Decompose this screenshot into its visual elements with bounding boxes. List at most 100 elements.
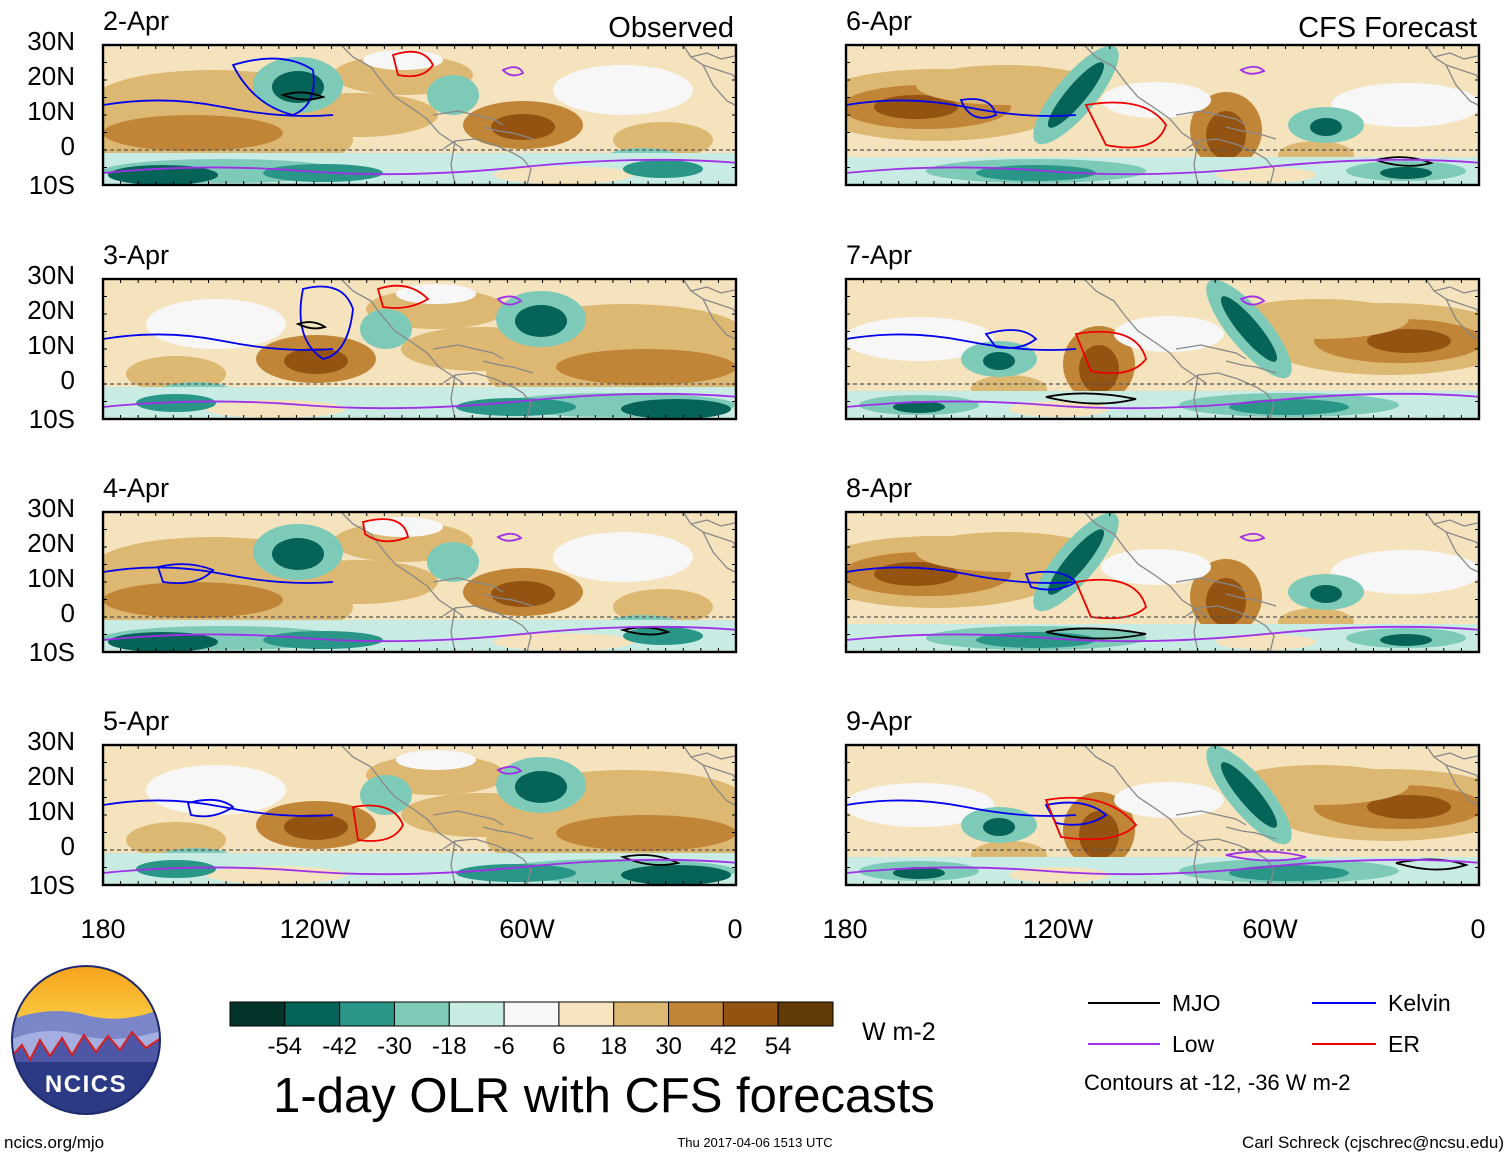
er-contour xyxy=(1044,796,1138,841)
colorbar-swatch xyxy=(668,1001,724,1027)
low-contour xyxy=(496,532,523,542)
colorbar-tick-label: -18 xyxy=(432,1033,467,1060)
legend-label-kelvin: Kelvin xyxy=(1388,990,1451,1016)
lat-label: 30N xyxy=(27,493,75,523)
colorbar-units: W m-2 xyxy=(862,1018,936,1046)
colorbar-swatch xyxy=(339,1001,395,1027)
panel-date-label: 4-Apr xyxy=(103,473,169,503)
lat-label: 10S xyxy=(29,404,75,434)
colorbar: -54 -42 -30 -18 -6 6 18 30 42 54 xyxy=(229,1001,834,1060)
low-contour xyxy=(496,295,523,306)
low-contour-south xyxy=(846,625,1479,643)
lat-label: 20N xyxy=(27,528,75,558)
kelvin-contour-north xyxy=(103,566,334,584)
kelvin-contour xyxy=(299,285,354,360)
lat-label: 10N xyxy=(27,563,75,593)
er-contour xyxy=(1084,101,1167,149)
lat-label: 0 xyxy=(61,131,75,161)
colorbar-tick-label: 18 xyxy=(600,1033,627,1060)
colorbar-swatch xyxy=(229,1001,286,1027)
lon-label-180: 180 xyxy=(80,914,125,944)
kelvin-contour-north xyxy=(846,99,1077,117)
colorbar-swatch xyxy=(448,1001,505,1027)
er-contour xyxy=(361,518,410,543)
panel-8-apr: 8-Apr xyxy=(844,473,1481,654)
legend-note: Contours at -12, -36 W m-2 xyxy=(1084,1070,1351,1095)
kelvin-contour-north xyxy=(846,333,1077,351)
panel-date-label: 7-Apr xyxy=(846,240,912,270)
low-contour xyxy=(1239,532,1266,542)
low-contour-south xyxy=(103,625,736,643)
lon-label-60w-right: 60W xyxy=(1242,914,1298,944)
panel-date-label: 6-Apr xyxy=(846,6,912,36)
low-contour xyxy=(1239,295,1266,306)
colorbar-swatch xyxy=(503,1001,560,1027)
panel-date-label: 3-Apr xyxy=(103,240,169,270)
kelvin-contour-north xyxy=(103,333,334,351)
lon-axis-right: 180 120W 60W 0 xyxy=(822,914,1485,944)
colorbar-swatch xyxy=(284,1001,341,1027)
lat-label: 10S xyxy=(29,637,75,667)
lat-label: 30N xyxy=(27,26,75,56)
lat-label: 20N xyxy=(27,295,75,325)
er-contour xyxy=(1074,578,1148,620)
panel-grid: 2-Apr Observed 30N 20N 10N 0 10S 3-Apr 30N 20N 10N… xyxy=(27,6,1481,900)
panel-5-apr: 5-Apr 30N 20N 10N 0 10S xyxy=(27,706,738,900)
colorbar-tick-label: 30 xyxy=(655,1033,682,1060)
lat-label: 30N xyxy=(27,726,75,756)
low-contour xyxy=(1225,850,1307,862)
kelvin-contour xyxy=(186,798,235,818)
legend-label-mjo: MJO xyxy=(1172,990,1221,1016)
colorbar-tick-label: -30 xyxy=(377,1033,412,1060)
low-contour xyxy=(501,66,525,77)
lon-label-180-right: 180 xyxy=(822,914,867,944)
lat-label: 30N xyxy=(27,260,75,290)
kelvin-contour xyxy=(959,98,998,119)
er-contour xyxy=(1074,330,1147,375)
colorbar-swatch xyxy=(777,1001,834,1027)
lon-label-120w: 120W xyxy=(280,914,351,944)
panel-3-apr: 3-Apr 30N 20N 10N 0 10S xyxy=(27,240,738,434)
lat-label: 0 xyxy=(61,598,75,628)
lat-label: 0 xyxy=(61,831,75,861)
colorbar-tick-label: -42 xyxy=(322,1033,357,1060)
panel-4-apr: 4-Apr 30N 20N 10N 0 10S xyxy=(27,473,738,667)
lon-label-0-right: 0 xyxy=(1470,914,1485,944)
legend: MJO Kelvin Low ER Contours at -12, -36 W… xyxy=(1084,990,1451,1095)
colorbar-tick-label: -54 xyxy=(267,1033,302,1060)
mjo-contour xyxy=(295,321,328,330)
logo-text: NCICS xyxy=(45,1071,127,1098)
main-title: 1-day OLR with CFS forecasts xyxy=(273,1069,935,1123)
lon-label-120w-right: 120W xyxy=(1023,914,1094,944)
kelvin-contour xyxy=(156,563,215,585)
low-contour-south xyxy=(103,392,736,410)
low-contour-south xyxy=(846,392,1479,410)
panel-date-label: 9-Apr xyxy=(846,706,912,736)
mjo-contour xyxy=(1045,627,1147,640)
low-contour-south xyxy=(103,158,736,176)
low-contour xyxy=(1239,65,1266,75)
lat-label: 10N xyxy=(27,796,75,826)
colorbar-tick-label: 54 xyxy=(765,1033,792,1060)
lat-label: 10S xyxy=(29,870,75,900)
lon-label-60w: 60W xyxy=(499,914,555,944)
lon-label-0: 0 xyxy=(727,914,742,944)
er-contour xyxy=(351,804,404,842)
kelvin-contour-north xyxy=(103,799,334,817)
lat-label: 20N xyxy=(27,761,75,791)
ncics-logo: NCICS xyxy=(11,965,161,1115)
colorbar-tick-label: 42 xyxy=(710,1033,737,1060)
panel-date-label: 2-Apr xyxy=(103,6,169,36)
observed-label: Observed xyxy=(608,12,734,44)
legend-label-low: Low xyxy=(1172,1031,1215,1057)
colorbar-swatch xyxy=(393,1001,450,1027)
kelvin-contour xyxy=(1044,801,1108,826)
colorbar-tick-label: 6 xyxy=(552,1033,565,1060)
lon-axis-left: 180 120W 60W 0 xyxy=(80,914,742,944)
legend-label-er: ER xyxy=(1388,1031,1420,1057)
colorbar-tick-label: -6 xyxy=(493,1033,514,1060)
panel-6-apr: 6-Apr CFS Forecast xyxy=(844,6,1481,187)
lat-label: 0 xyxy=(61,365,75,395)
footer-credit: Carl Schreck (cjschrec@ncsu.edu) xyxy=(1242,1133,1504,1152)
